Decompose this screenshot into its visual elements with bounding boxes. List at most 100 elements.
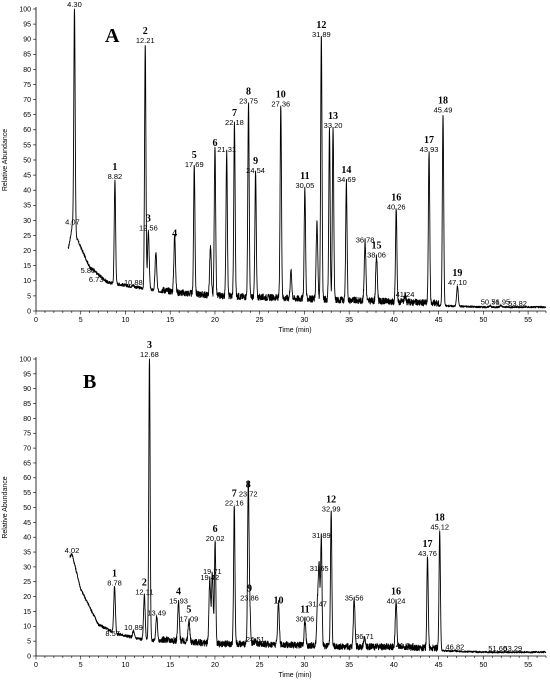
peak-number-label: 5	[186, 604, 191, 615]
retention-time-label: 12.68	[140, 350, 159, 359]
x-tick-label: 55	[524, 662, 532, 669]
peak-number-label: 4	[176, 587, 181, 598]
retention-time-label: 51.95	[491, 297, 510, 306]
retention-time-label: 21.31	[217, 145, 236, 154]
x-tick-label: 40	[390, 317, 398, 324]
y-tick-label: 20	[23, 594, 31, 601]
peak-number-label: 15	[372, 241, 382, 252]
retention-time-label: 31.89	[312, 30, 331, 39]
peak-number-label: 3	[147, 340, 152, 351]
retention-time-label: 12.11	[135, 588, 153, 597]
retention-time-label: 31.47	[308, 599, 327, 608]
y-tick-label: 25	[23, 579, 31, 586]
x-tick-label: 5	[79, 662, 83, 669]
retention-time-label: 23.86	[240, 594, 259, 603]
retention-time-label: 40.26	[387, 202, 406, 211]
peak-number-label: 12	[316, 20, 326, 31]
y-tick-label: 25	[23, 233, 31, 240]
retention-time-label: 24.54	[246, 166, 265, 175]
y-tick-label: 95	[23, 371, 31, 378]
retention-time-label: 53.82	[508, 299, 527, 308]
retention-time-label: 30.05	[295, 181, 314, 190]
retention-time-label: 40.24	[387, 597, 406, 606]
chromatogram-trace	[69, 358, 547, 654]
y-axis-title: Relative Abundance	[2, 129, 9, 191]
retention-time-label: 38.06	[367, 251, 386, 260]
x-tick-label: 40	[390, 662, 398, 669]
panel-letter: A	[105, 25, 120, 47]
retention-time-label: 32.99	[322, 504, 341, 513]
peak-number-label: 2	[142, 578, 147, 589]
retention-time-label: 41.24	[396, 641, 415, 650]
y-tick-label: 35	[23, 203, 31, 210]
retention-time-label: 23.72	[239, 490, 258, 499]
x-axis-title: Time (min)	[278, 327, 311, 334]
x-tick-label: 55	[524, 317, 532, 324]
y-tick-label: 80	[23, 67, 31, 74]
retention-time-label: 8.82	[108, 172, 123, 181]
y-tick-label: 0	[27, 308, 31, 315]
retention-time-label: 43.93	[420, 145, 439, 154]
retention-time-label: 30.06	[296, 614, 315, 623]
y-tick-label: 15	[23, 609, 31, 616]
retention-time-label: 46.82	[446, 643, 465, 652]
peak-number-label: 16	[391, 192, 401, 203]
y-tick-label: 65	[23, 112, 31, 119]
peak-number-label: 10	[273, 596, 283, 607]
peak-number-label: 16	[391, 587, 401, 598]
retention-time-label: 35.56	[345, 594, 364, 603]
x-tick-label: 30	[301, 662, 309, 669]
retention-time-label: 53.29	[503, 644, 522, 653]
retention-time-label: 8.57	[105, 629, 120, 638]
x-tick-label: 30	[301, 317, 309, 324]
x-tick-label: 20	[211, 317, 219, 324]
y-tick-label: 70	[23, 446, 31, 453]
y-tick-label: 90	[23, 37, 31, 44]
retention-time-label: 31.89	[312, 531, 331, 540]
retention-time-label: 45.12	[430, 522, 449, 531]
x-tick-label: 0	[34, 662, 38, 669]
peak-number-label: 9	[247, 584, 252, 595]
y-tick-label: 45	[23, 173, 31, 180]
peak-number-label: 7	[232, 108, 237, 119]
y-tick-label: 40	[23, 188, 31, 195]
peak-number-label: 9	[253, 156, 258, 167]
retention-time-label: 8.78	[107, 579, 122, 588]
x-tick-label: 45	[435, 317, 443, 324]
peak-number-label: 13	[328, 111, 338, 122]
peak-number-label: 7	[232, 489, 237, 500]
x-tick-label: 25	[256, 662, 264, 669]
y-tick-label: 30	[23, 564, 31, 571]
retention-time-label: 4.02	[65, 546, 80, 555]
y-tick-label: 90	[23, 386, 31, 393]
panel-letter: B	[83, 371, 96, 393]
chromatogram-trace	[67, 8, 547, 309]
x-tick-label: 35	[345, 317, 353, 324]
peak-number-label: 6	[212, 138, 217, 149]
y-tick-label: 55	[23, 142, 31, 149]
y-tick-label: 35	[23, 549, 31, 556]
y-tick-label: 100	[19, 356, 31, 363]
peak-number-label: 17	[424, 135, 434, 146]
y-tick-label: 15	[23, 263, 31, 270]
x-tick-label: 15	[166, 317, 174, 324]
retention-time-label: 4.30	[67, 0, 82, 9]
y-tick-label: 85	[23, 401, 31, 408]
y-tick-label: 45	[23, 520, 31, 527]
peak-number-label: 17	[423, 539, 433, 550]
retention-time-label: 17.09	[180, 614, 199, 623]
y-tick-label: 65	[23, 460, 31, 467]
y-tick-label: 50	[23, 157, 31, 164]
retention-time-label: 50.76	[481, 297, 500, 306]
retention-time-label: 27.36	[271, 100, 290, 109]
retention-time-label: 36.78	[356, 236, 375, 245]
retention-time-label: 20.02	[206, 534, 225, 543]
retention-time-label: 19.42	[200, 573, 219, 582]
y-tick-label: 30	[23, 218, 31, 225]
y-tick-label: 20	[23, 248, 31, 255]
retention-time-label: 22.16	[225, 499, 244, 508]
peak-number-label: 8	[246, 87, 251, 98]
y-axis-title: Relative Abundance	[2, 476, 9, 538]
peak-number-label: 8	[246, 480, 251, 491]
retention-time-label: 47.10	[448, 278, 467, 287]
